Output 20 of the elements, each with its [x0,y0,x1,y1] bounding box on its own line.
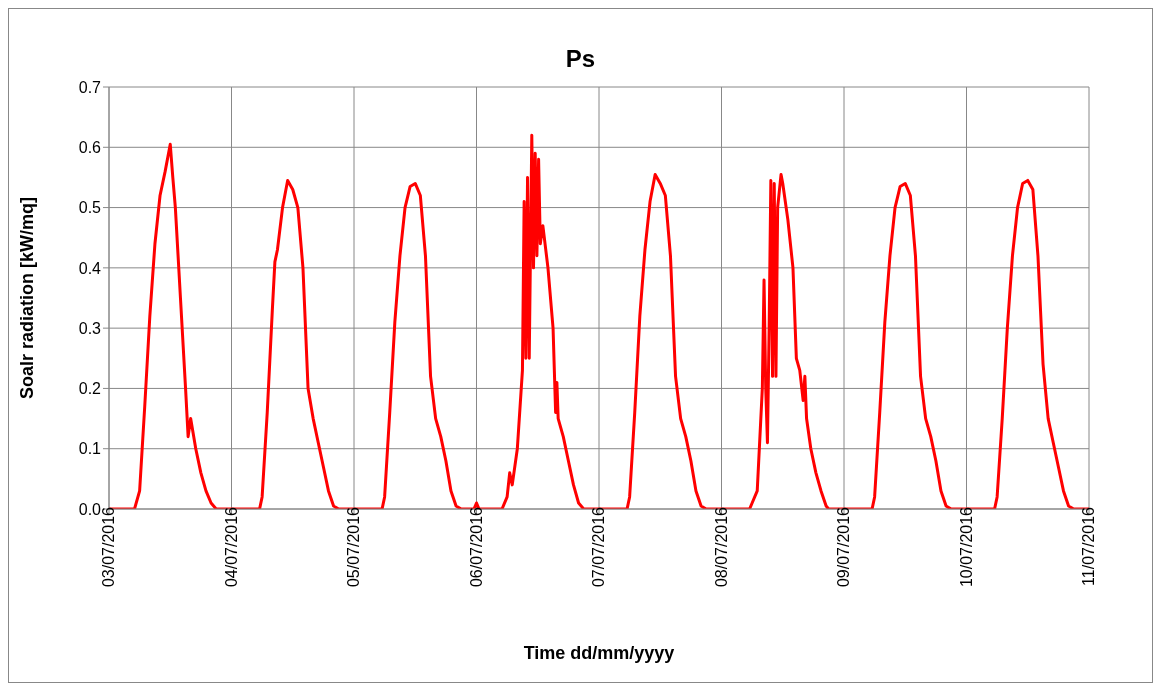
y-tick-label: 0.2 [78,380,102,398]
y-axis-title: Soalr radiation [kW/mq] [17,196,38,400]
y-tick-label: 0.4 [78,259,102,277]
x-tick-label: 09/07/2016 [835,506,853,588]
x-tick-label: 06/07/2016 [467,506,485,588]
y-tick-label: 0.3 [78,319,102,337]
x-axis-title: Time dd/mm/yyyy [523,643,675,663]
x-tick-label: 11/07/2016 [1080,506,1098,586]
x-tick-label: 07/07/2016 [590,506,608,588]
y-tick-label: 0.1 [78,440,102,458]
x-tick-label: 05/07/2016 [345,506,363,588]
x-tick-label: 08/07/2016 [712,506,730,588]
x-tick-label: 03/07/2016 [100,506,118,588]
y-tick-label: 0.7 [78,78,102,96]
x-tick-label: 10/07/2016 [957,506,975,588]
x-tick-label: 04/07/2016 [222,506,240,588]
y-tick-label: 0.0 [78,500,102,518]
y-tick-label: 0.5 [78,199,102,217]
chart-title: Ps [564,44,597,74]
y-tick-label: 0.6 [78,138,102,156]
